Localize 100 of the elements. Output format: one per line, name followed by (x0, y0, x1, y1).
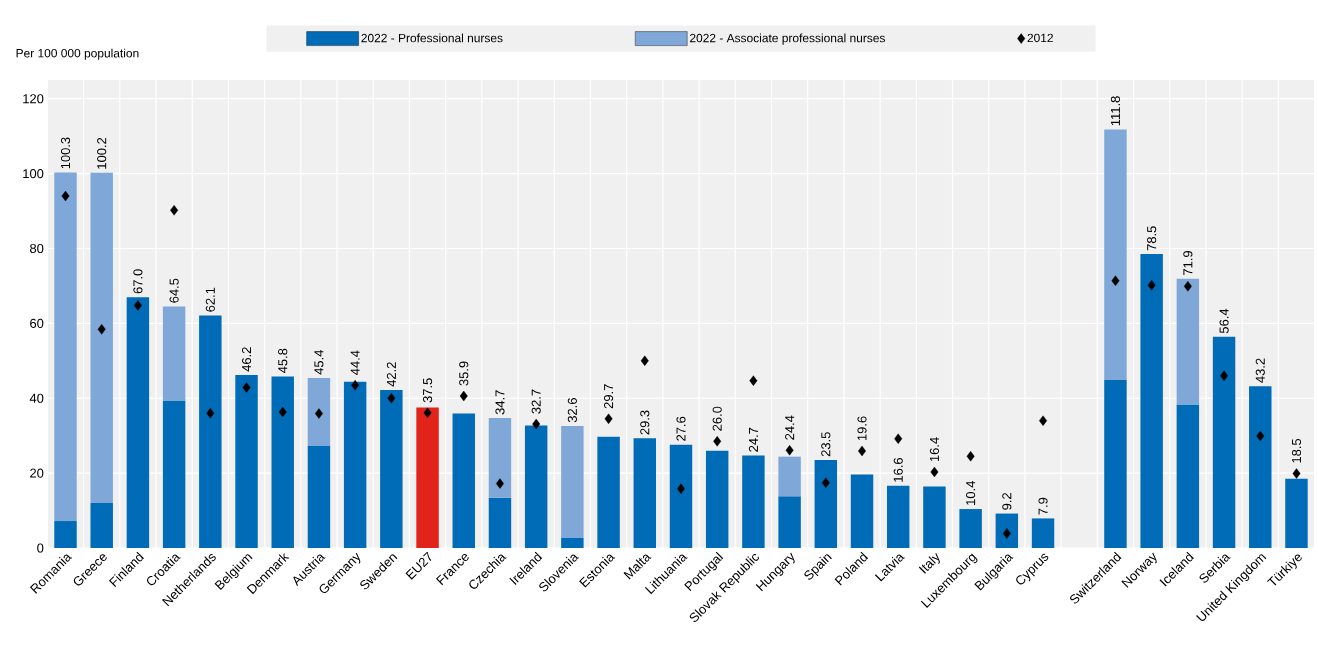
bar (54, 172, 77, 522)
total-label: 100.3 (60, 137, 71, 169)
total-label: 26.0 (712, 406, 722, 431)
point (640, 355, 649, 366)
bar (307, 445, 331, 548)
bar (1176, 404, 1200, 548)
bar (1104, 129, 1127, 380)
bar (669, 444, 693, 548)
total-label: 37.5 (422, 378, 433, 403)
total-label: 19.6 (857, 416, 867, 441)
point (1183, 281, 1192, 292)
bar (561, 537, 584, 548)
total-label: 44.4 (350, 350, 360, 375)
total-label: 7.9 (1038, 497, 1048, 515)
total-label: 18.5 (1291, 438, 1302, 463)
total-label: 16.4 (929, 437, 940, 462)
point (966, 451, 975, 462)
total-label: 64.5 (169, 278, 179, 303)
total-label: 16.6 (893, 458, 903, 482)
point (61, 190, 70, 202)
total-label: 46.2 (241, 347, 252, 372)
bar (488, 497, 512, 548)
bar (235, 375, 258, 548)
total-label: 42.2 (386, 362, 396, 387)
bar (1285, 478, 1308, 548)
point (1147, 279, 1156, 291)
bar (343, 381, 367, 548)
point (133, 300, 142, 311)
point (604, 413, 613, 425)
y-tick-label: 120 (23, 94, 44, 104)
point (749, 375, 758, 386)
total-label: 27.6 (676, 416, 686, 441)
legend-label: 2022 - Associate professional nurses (690, 33, 885, 45)
bar (380, 390, 403, 548)
point (206, 408, 215, 419)
bar (1249, 386, 1272, 548)
bar (1140, 254, 1163, 548)
point (351, 379, 360, 391)
bar (126, 297, 150, 548)
bar (271, 376, 294, 548)
total-label: 62.1 (205, 287, 215, 312)
bar (54, 521, 77, 548)
total-label: 67.0 (133, 269, 143, 294)
total-label: 35.9 (459, 361, 469, 386)
bar (1212, 336, 1236, 548)
total-label: 32.7 (531, 389, 541, 414)
point (170, 205, 179, 216)
bar (452, 413, 475, 548)
point (278, 406, 287, 418)
legend-label: 2012 (1027, 33, 1053, 43)
bar (742, 455, 765, 548)
total-label: 111.8 (1110, 96, 1121, 126)
legend-label: 2022 - Professional nurses (361, 33, 503, 43)
total-label: 24.4 (785, 415, 795, 440)
point (1292, 468, 1301, 479)
total-label: 34.7 (495, 390, 505, 415)
y-axis-title: Per 100 000 population (16, 48, 139, 60)
point (242, 382, 251, 393)
total-label: 71.9 (1183, 251, 1193, 275)
y-tick-label: 60 (30, 318, 44, 328)
bar (416, 407, 439, 548)
point (1220, 370, 1229, 381)
bar (959, 509, 982, 548)
point (821, 477, 830, 489)
total-label: 24.7 (748, 427, 758, 452)
total-label: 56.4 (1219, 308, 1229, 334)
total-label: 45.8 (278, 348, 288, 374)
point (97, 324, 106, 335)
point (314, 408, 323, 419)
total-label: 29.7 (603, 384, 614, 409)
bar (488, 418, 512, 498)
bar (633, 438, 657, 548)
bar (90, 172, 113, 504)
bar (162, 306, 186, 401)
y-tick-label: 0 (37, 543, 44, 553)
bar (923, 486, 946, 548)
point (387, 393, 396, 404)
y-tick-label: 80 (30, 243, 44, 254)
point (459, 390, 468, 402)
point (1256, 430, 1265, 442)
point (713, 436, 722, 447)
total-label: 9.2 (1002, 493, 1012, 510)
point (532, 418, 541, 430)
point (423, 407, 432, 419)
total-label: 45.4 (314, 350, 324, 375)
total-label: 10.4 (966, 481, 976, 505)
bar (307, 378, 331, 446)
total-label: 100.2 (97, 137, 107, 169)
total-label: 32.6 (567, 398, 577, 423)
bar (778, 456, 801, 497)
point (1111, 275, 1120, 286)
point (785, 445, 794, 456)
bar (887, 485, 910, 548)
y-tick-label: 20 (30, 468, 44, 478)
bar (1104, 379, 1127, 548)
bar (524, 425, 548, 548)
bar (850, 474, 874, 548)
total-label: 29.3 (640, 410, 650, 435)
point (930, 466, 939, 478)
point (894, 433, 903, 444)
